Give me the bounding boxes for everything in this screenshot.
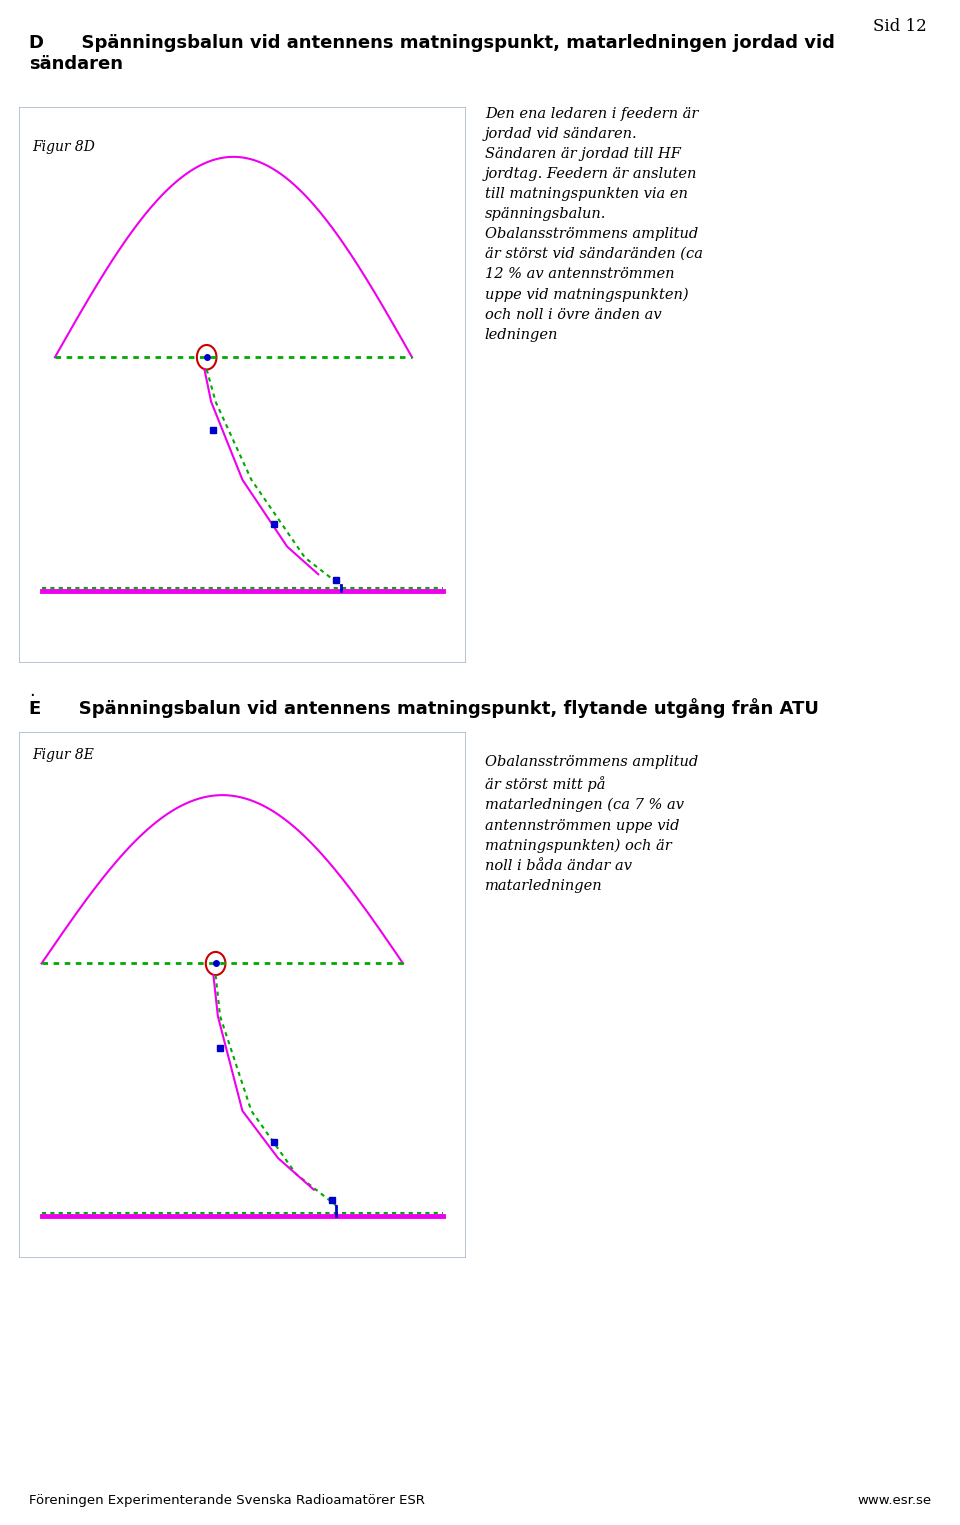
Text: D      Spänningsbalun vid antennens matningspunkt, matarledningen jordad vid: D Spänningsbalun vid antennens matningsp… <box>29 34 834 52</box>
Text: E      Spänningsbalun vid antennens matningspunkt, flytande utgång från ATU: E Spänningsbalun vid antennens matningsp… <box>29 698 819 718</box>
Text: Sid 12: Sid 12 <box>873 18 926 35</box>
Text: Föreningen Experimenterande Svenska Radioamatörer ESR: Föreningen Experimenterande Svenska Radi… <box>29 1493 424 1507</box>
Text: www.esr.se: www.esr.se <box>857 1493 931 1507</box>
Text: Figur 8E: Figur 8E <box>33 747 94 762</box>
Text: sändaren: sändaren <box>29 55 123 73</box>
Text: .: . <box>29 682 35 700</box>
Text: Figur 8D: Figur 8D <box>33 140 95 154</box>
Text: Obalansströmmens amplitud
är störst mitt på
matarledningen (ca 7 % av
antennströ: Obalansströmmens amplitud är störst mitt… <box>485 755 698 894</box>
Text: Den ena ledaren i feedern är
jordad vid sändaren.
Sändaren är jordad till HF
jor: Den ena ledaren i feedern är jordad vid … <box>485 107 703 342</box>
